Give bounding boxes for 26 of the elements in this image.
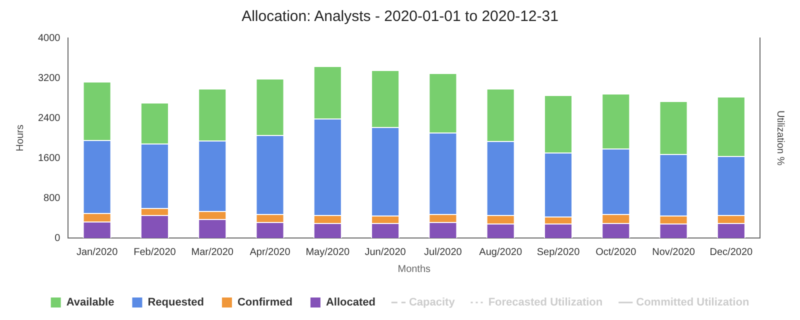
x-tick-label: Sep/2020: [536, 246, 580, 258]
x-tick-label: Jul/2020: [424, 246, 462, 258]
x-tick-label: Jan/2020: [76, 246, 118, 258]
legend-label: Available: [66, 296, 114, 309]
x-tick-label: May/2020: [306, 246, 350, 258]
x-axis-title: Months: [398, 264, 431, 275]
x-tick-label: Jun/2020: [364, 246, 406, 258]
y-tick-label: 0: [54, 232, 61, 244]
y-tick-label: 800: [44, 192, 61, 204]
x-tick-label: Feb/2020: [134, 246, 176, 258]
y-tick-label: 3200: [38, 72, 61, 84]
x-tick-label: Dec/2020: [710, 246, 754, 258]
x-tick-label: Aug/2020: [479, 246, 522, 258]
x-tick-label: Nov/2020: [652, 246, 696, 258]
legend-label: Confirmed: [237, 296, 292, 309]
x-tick-label: Apr/2020: [250, 246, 291, 258]
legend-label: Allocated: [326, 296, 376, 309]
legend-label: Requested: [148, 296, 204, 309]
y2-axis-title: Utilization %: [774, 110, 786, 166]
y-tick-label: 2400: [38, 112, 61, 124]
x-tick-label: Mar/2020: [191, 246, 234, 258]
x-tick-label: Oct/2020: [596, 246, 637, 258]
y-axis-title: Hours: [14, 124, 26, 152]
chart-title: Allocation: Analysts - 2020-01-01 to 2020-12-31: [242, 8, 558, 26]
y-tick-label: 1600: [38, 152, 61, 164]
y-tick-label: 4000: [38, 32, 61, 44]
